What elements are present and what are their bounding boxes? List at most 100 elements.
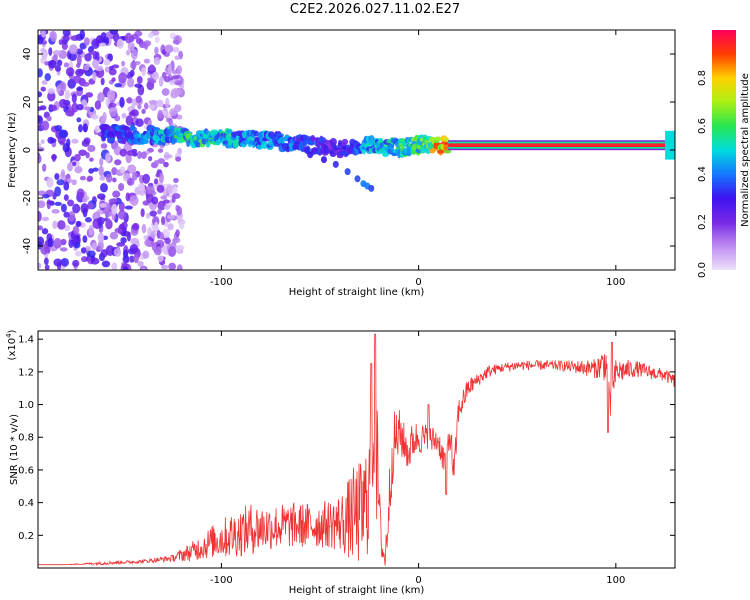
- noise-blob: [78, 149, 87, 156]
- noise-blob: [109, 231, 119, 240]
- noise-blob: [131, 49, 138, 60]
- noise-blob: [76, 220, 82, 227]
- snr-x-tick-label: -100: [210, 575, 233, 586]
- noise-blob: [87, 202, 94, 210]
- noise-blob: [127, 41, 135, 52]
- noise-blob: [160, 195, 168, 200]
- noise-blob: [128, 255, 135, 263]
- noise-blob: [127, 77, 135, 88]
- noise-blob: [172, 46, 180, 53]
- noise-blob: [60, 203, 67, 213]
- noise-blob: [38, 68, 43, 78]
- noise-blob: [175, 229, 180, 238]
- noise-blob: [83, 64, 90, 71]
- noise-blob: [41, 216, 50, 222]
- colorbar: [712, 30, 736, 270]
- noise-blob: [89, 157, 94, 162]
- noise-blob: [130, 61, 137, 70]
- heatmap-y-tick-label: 0: [22, 147, 33, 153]
- noise-blob: [111, 77, 116, 82]
- noise-blob: [143, 235, 149, 240]
- noise-blob: [142, 173, 151, 184]
- branch-blob: [354, 175, 361, 183]
- noise-blob: [125, 97, 133, 104]
- noise-blob: [65, 67, 75, 77]
- noise-blob: [38, 142, 42, 148]
- noise-blob: [157, 209, 162, 215]
- noise-blob: [124, 205, 133, 210]
- noise-blob: [124, 32, 133, 44]
- noise-blob: [84, 106, 92, 111]
- ridge-blob: [260, 141, 269, 149]
- noise-blob: [64, 225, 71, 232]
- noise-blob: [112, 177, 117, 183]
- noise-blob: [135, 118, 144, 127]
- noise-blob: [50, 138, 57, 143]
- noise-blob: [168, 246, 177, 258]
- noise-blob: [97, 240, 104, 251]
- noise-blob: [166, 185, 173, 193]
- noise-blob: [164, 237, 171, 245]
- snr-y-tick-label: 0.4: [18, 498, 34, 509]
- snr-y-tick-label: 0.6: [18, 465, 34, 476]
- noise-blob: [149, 64, 155, 72]
- noise-blob: [131, 33, 139, 40]
- noise-blob: [56, 59, 63, 67]
- noise-blob: [81, 139, 90, 147]
- noise-blob: [83, 37, 90, 46]
- noise-blob: [174, 55, 180, 61]
- noise-blob: [109, 105, 118, 117]
- noise-blob: [71, 102, 79, 113]
- noise-blob: [145, 185, 155, 195]
- snr-x-tick-label: 100: [606, 575, 625, 586]
- noise-blob: [46, 200, 55, 205]
- noise-blob: [171, 75, 180, 80]
- noise-blob: [58, 129, 68, 139]
- noise-blob: [175, 156, 182, 162]
- noise-blob: [176, 264, 183, 270]
- noise-blob: [40, 47, 46, 53]
- noise-blob: [167, 223, 174, 231]
- noise-blob: [99, 157, 104, 167]
- noise-blob: [73, 241, 81, 249]
- noise-blob: [168, 262, 177, 270]
- noise-blob: [172, 185, 178, 194]
- noise-blob: [119, 166, 126, 174]
- noise-blob: [106, 89, 116, 101]
- snr-frame: [37, 330, 676, 569]
- noise-blob: [172, 39, 180, 45]
- noise-blob: [161, 88, 170, 96]
- noise-blob: [158, 172, 164, 184]
- noise-blob: [153, 57, 161, 65]
- noise-blob: [141, 266, 146, 270]
- colorbar-tick-label: 0.0: [697, 262, 708, 278]
- noise-blob: [82, 197, 88, 203]
- noise-blob: [41, 30, 46, 38]
- noise-blob: [67, 199, 75, 207]
- noise-blob: [42, 194, 50, 199]
- noise-blob: [154, 46, 159, 55]
- ridge-blob: [225, 129, 233, 134]
- noise-blob: [134, 83, 143, 88]
- snr-y-tick-label: 0.8: [18, 433, 34, 444]
- noise-blob: [40, 86, 46, 92]
- branch-blob: [320, 156, 327, 164]
- ridge-edge-blob: [665, 130, 675, 160]
- noise-blob: [149, 79, 157, 84]
- noise-blob: [58, 39, 64, 46]
- noise-blob: [65, 110, 75, 117]
- branch-blob: [368, 184, 375, 192]
- noise-blob: [112, 190, 121, 198]
- noise-blob: [116, 242, 126, 247]
- noise-blob: [63, 181, 70, 191]
- noise-blob: [145, 213, 151, 219]
- noise-blob: [72, 203, 81, 214]
- chart-title: C2E2.2026.027.11.02.E27: [289, 2, 461, 17]
- noise-blob: [92, 50, 98, 61]
- noise-blob: [88, 168, 94, 174]
- noise-blob: [72, 161, 77, 167]
- ridge-core-band: [448, 143, 666, 147]
- colorbar-tick-label: 0.2: [697, 214, 708, 230]
- snr-y-axis-label: SNR (10 * v/v): [9, 414, 20, 485]
- noise-blob: [38, 154, 42, 164]
